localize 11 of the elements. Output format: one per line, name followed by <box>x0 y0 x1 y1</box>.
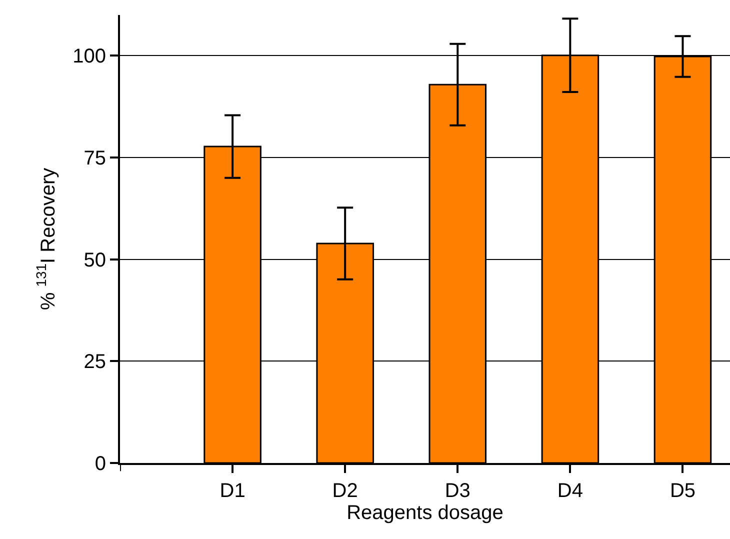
y-tick-label: 25 <box>84 351 106 374</box>
y-tick-label: 100 <box>72 46 106 68</box>
x-tick-label: D3 <box>444 480 470 502</box>
y-tick-label: 75 <box>84 148 106 170</box>
y-tick-label: 50 <box>84 249 106 272</box>
x-axis-title: Reagents dosage <box>346 502 504 524</box>
x-tick-label: D5 <box>670 480 696 502</box>
y-tick-label: 0 <box>94 453 106 475</box>
x-tick-label: D1 <box>220 480 246 502</box>
x-tick-label: D2 <box>332 480 358 502</box>
x-tick-label: D4 <box>557 480 583 502</box>
